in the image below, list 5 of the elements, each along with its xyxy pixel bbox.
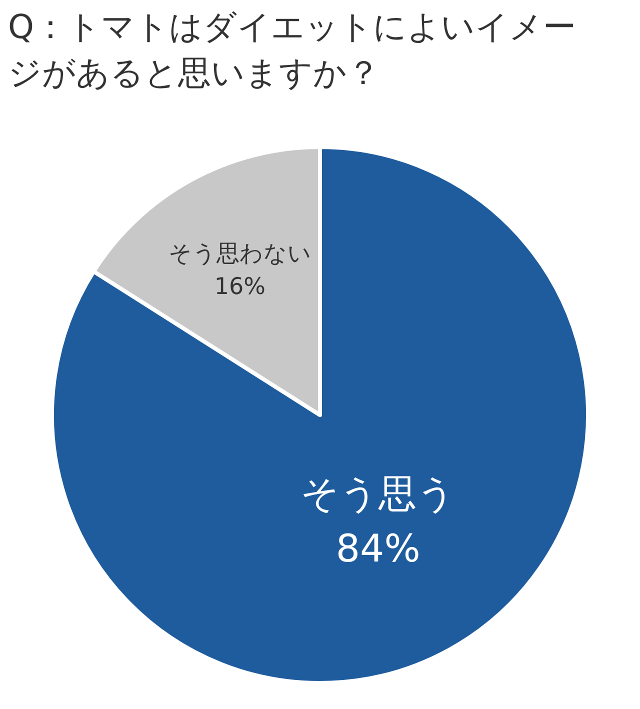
chart-title: Q：トマトはダイエットによいイメージがあると思いますか？ [8, 6, 577, 94]
slice-label: そう思う [300, 471, 456, 516]
data-label: 84% [336, 526, 420, 571]
data-label: 16% [214, 274, 266, 300]
slice-label: そう思わない [168, 240, 312, 267]
